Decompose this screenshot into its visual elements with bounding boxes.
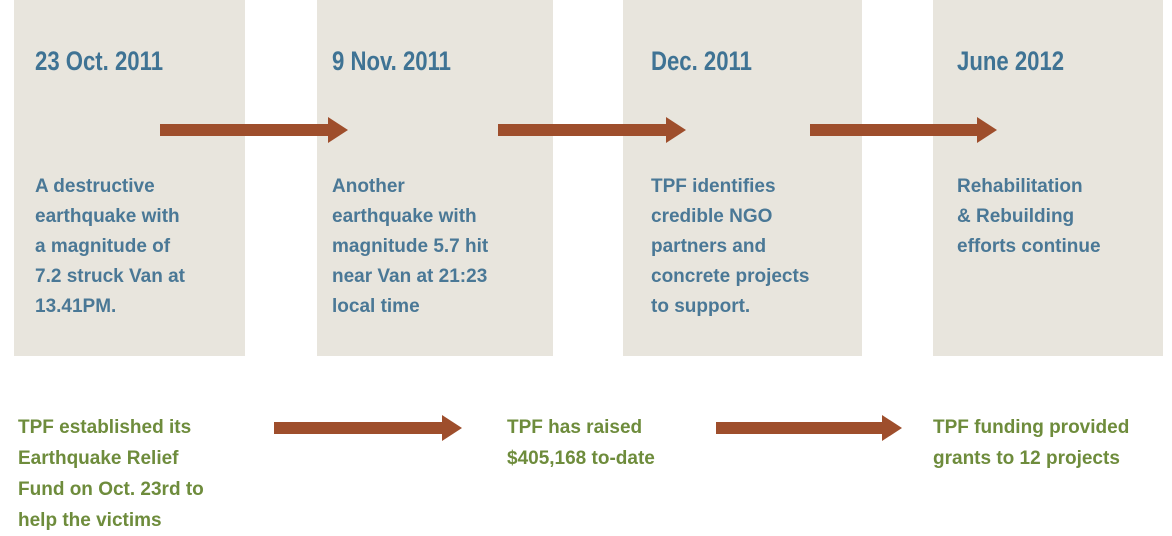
text-line: magnitude 5.7 hit	[332, 236, 489, 257]
text-line: A destructive	[35, 176, 155, 197]
text-line: & Rebuilding	[957, 206, 1075, 227]
text-line: 13.41PM.	[35, 296, 117, 317]
funding-note: TPF funding provided grants to 12 project…	[933, 412, 1129, 474]
text-line: credible NGO	[651, 206, 773, 227]
arrow	[274, 415, 462, 441]
text-line: TPF has raised	[507, 417, 643, 438]
event-text: Another earthquake with magnitude 5.7 hit n…	[332, 172, 488, 322]
text-line: Another	[332, 176, 405, 197]
text-line: Fund on Oct. 23rd to	[18, 479, 204, 500]
timeline-box	[14, 0, 245, 356]
text-line: Rehabilitation	[957, 176, 1083, 197]
text-line: partners and	[651, 236, 767, 257]
text-line: efforts continue	[957, 236, 1101, 257]
text-line: earthquake with	[332, 206, 477, 227]
timeline-box	[933, 0, 1163, 356]
text-line: concrete projects	[651, 266, 810, 287]
arrow	[716, 415, 902, 441]
text-line: a magnitude of	[35, 236, 171, 257]
text-line: near Van at 21:23	[332, 266, 488, 287]
text-line: Earthquake Relief	[18, 448, 179, 469]
text-line: local time	[332, 296, 420, 317]
funding-note: TPF established its Earthquake Relief Fund…	[18, 412, 204, 536]
text-line: grants to 12 projects	[933, 448, 1120, 469]
date-heading: June 2012	[957, 46, 1065, 76]
event-text: A destructive earthquake with a magnitude …	[35, 172, 185, 322]
arrow	[498, 117, 686, 143]
arrow	[810, 117, 997, 143]
date-heading: Dec. 2011	[651, 46, 752, 76]
text-line: earthquake with	[35, 206, 180, 227]
text-line: TPF established its	[18, 417, 192, 438]
event-text: TPF identifies credible NGO partners and co…	[651, 172, 809, 322]
text-line: 7.2 struck Van at	[35, 266, 185, 287]
text-line: TPF identifies	[651, 176, 776, 197]
arrow	[160, 117, 348, 143]
text-line: $405,168 to-date	[507, 448, 655, 469]
date-heading: 9 Nov. 2011	[332, 46, 451, 76]
funding-note: TPF has raised $405,168 to-date	[507, 412, 655, 474]
text-line: help the victims	[18, 510, 162, 531]
text-line: TPF funding provided	[933, 417, 1130, 438]
date-heading: 23 Oct. 2011	[35, 46, 164, 76]
timeline-box	[317, 0, 553, 356]
text-line: to support.	[651, 296, 751, 317]
timeline-box	[623, 0, 862, 356]
event-text: Rehabilitation & Rebuilding efforts contin…	[957, 172, 1101, 262]
